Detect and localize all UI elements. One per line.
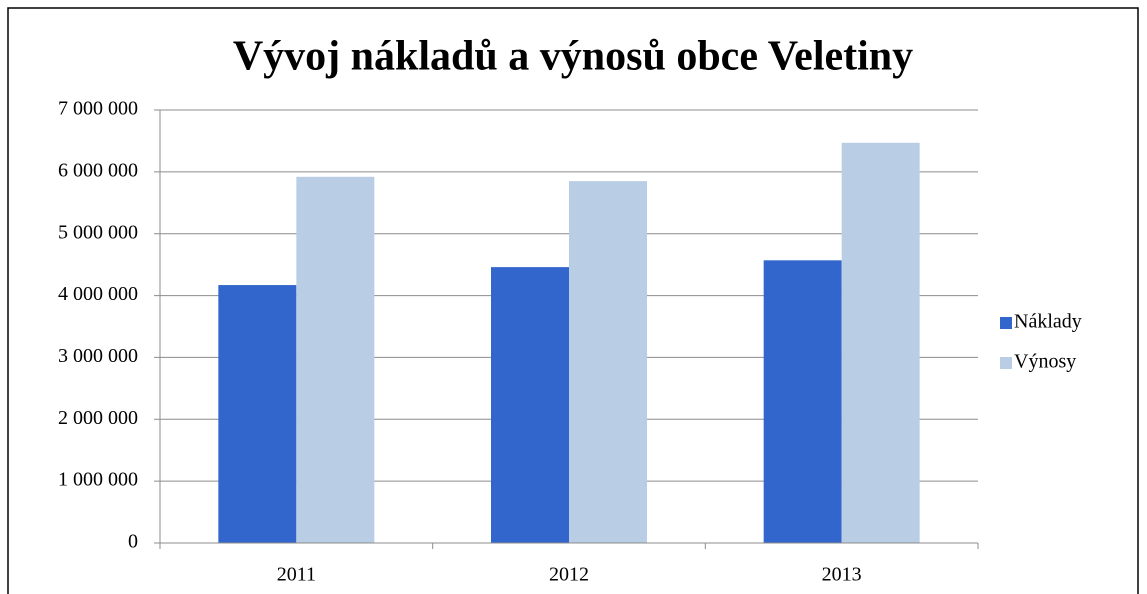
y-tick-label: 2 000 000 xyxy=(58,407,138,429)
x-tick-label: 2013 xyxy=(822,564,862,586)
legend-swatch xyxy=(1000,317,1012,329)
y-tick-label: 4 000 000 xyxy=(58,283,138,305)
bar xyxy=(491,267,569,543)
bar xyxy=(296,176,375,543)
bar xyxy=(569,181,647,543)
x-tick-label: 2012 xyxy=(549,564,589,586)
y-tick-label: 5 000 000 xyxy=(58,221,138,243)
y-tick-label: 6 000 000 xyxy=(58,159,138,181)
legend-label: Výnosy xyxy=(1014,351,1076,373)
y-tick-label: 3 000 000 xyxy=(58,345,138,367)
legend-swatch xyxy=(1000,357,1012,369)
legend-label: Náklady xyxy=(1014,311,1082,333)
y-tick-label: 0 xyxy=(128,531,138,553)
x-tick-label: 2011 xyxy=(277,564,316,586)
bar xyxy=(841,142,920,543)
y-tick-label: 1 000 000 xyxy=(58,469,138,491)
bar xyxy=(218,285,297,543)
y-tick-label: 7 000 000 xyxy=(58,98,138,120)
bar xyxy=(763,260,842,543)
chart-title: Vývoj nákladů a výnosů obce Veletiny xyxy=(233,34,913,80)
